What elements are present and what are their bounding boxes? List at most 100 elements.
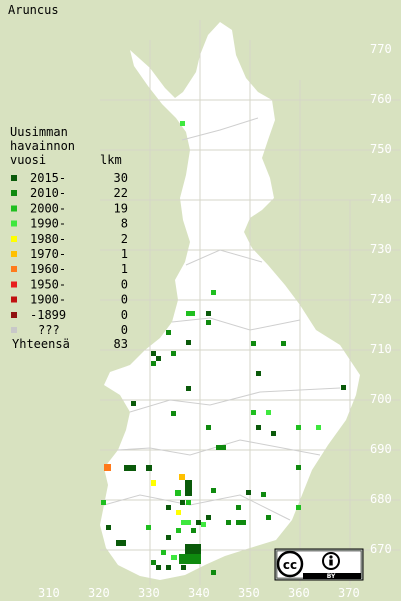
occurrence-marker [191,528,196,533]
legend-swatch [11,235,17,242]
legend-count: 30 [114,171,128,185]
y-label: 700 [370,392,392,406]
cc-by-icon[interactable]: cc BY [274,548,364,581]
occurrence-marker [116,540,126,546]
legend-label: 1980- [30,232,66,246]
occurrence-marker [281,341,286,346]
legend-label: 2000- [30,201,66,215]
occurrence-marker [296,465,301,470]
occurrence-marker [146,525,151,530]
finland-land-shape [100,22,360,580]
legend-heading-line-2: havainnon [10,139,75,153]
legend-count: 0 [121,308,128,322]
occurrence-marker [186,500,191,505]
occurrence-marker [211,290,216,295]
y-label: 760 [370,92,392,106]
occurrence-marker [176,510,181,515]
y-label: 720 [370,292,392,306]
legend-label: 2010- [30,186,66,200]
occurrence-marker [124,465,136,471]
legend-count-header: lkm [100,153,122,167]
occurrence-marker [236,505,241,510]
occurrence-marker [146,465,152,471]
occurrence-marker [131,401,136,406]
legend-swatch [11,266,17,273]
legend-swatch [11,190,17,197]
legend-swatch [11,220,17,227]
occurrence-marker [106,525,111,530]
occurrence-marker [151,351,156,356]
legend-label: 2015- [30,171,66,185]
occurrence-marker [181,520,191,525]
occurrence-marker [175,490,181,496]
legend-swatch [11,205,17,212]
occurrence-marker [171,411,176,416]
legend-count: 1 [121,247,128,261]
occurrence-marker [296,505,301,510]
occurrence-marker [226,520,231,525]
y-label: 670 [370,542,392,556]
legend-label: 1950- [30,277,66,291]
legend-count: 0 [121,293,128,307]
occurrence-marker [206,311,211,316]
legend-count: 0 [121,323,128,337]
occurrence-marker [316,425,321,430]
occurrence-marker [166,535,171,540]
occurrence-marker [186,311,195,316]
occurrence-marker [206,515,211,520]
occurrence-marker [206,320,211,325]
occurrence-marker [201,522,206,527]
occurrence-marker [179,554,201,564]
x-label: 330 [138,586,160,600]
legend-count: 19 [114,201,128,215]
occurrence-marker [180,500,185,505]
legend-label: ??? [38,323,60,337]
occurrence-marker [266,515,271,520]
legend-count: 8 [121,217,128,231]
legend: Uusimman havainnon vuosi lkm 2015- 302010… [10,125,128,351]
license-text: BY [327,573,336,580]
occurrence-marker [236,520,246,525]
occurrence-marker [171,351,176,356]
legend-label: 1970- [30,247,66,261]
occurrence-marker [171,555,177,560]
x-label: 350 [238,586,260,600]
legend-heading-line-3: vuosi [10,153,46,167]
occurrence-marker [166,565,171,570]
occurrence-marker [271,431,276,436]
occurrence-marker [246,490,251,495]
legend-total-count: 83 [114,337,128,351]
occurrence-marker [251,410,256,415]
x-label: 360 [288,586,310,600]
legend-label: 1990- [30,217,66,231]
occurrence-marker [186,340,191,345]
svg-text:cc: cc [283,558,297,572]
occurrence-marker [186,386,191,391]
occurrence-marker [216,445,226,450]
y-label: 690 [370,442,392,456]
occurrence-marker [179,474,185,480]
occurrence-marker [296,425,301,430]
x-axis-labels: 310 320 330 340 350 360 370 [38,586,360,600]
occurrence-marker [256,425,261,430]
y-label: 750 [370,142,392,156]
legend-swatch [11,296,17,303]
legend-swatch [11,251,17,257]
occurrence-marker [211,488,216,493]
occurrence-marker [341,385,346,390]
y-label: 710 [370,342,392,356]
x-label: 370 [338,586,360,600]
map-title: Aruncus [8,3,59,17]
y-label: 770 [370,42,392,56]
occurrence-markers [101,121,346,575]
y-axis-labels: 770 760 750 740 730 720 710 700 690 680 … [370,42,392,556]
legend-label: 1960- [30,262,66,276]
legend-count: 1 [121,262,128,276]
occurrence-marker [151,361,156,366]
y-label: 740 [370,192,392,206]
occurrence-marker [185,544,201,554]
legend-swatch [11,175,17,181]
occurrence-marker [206,425,211,430]
